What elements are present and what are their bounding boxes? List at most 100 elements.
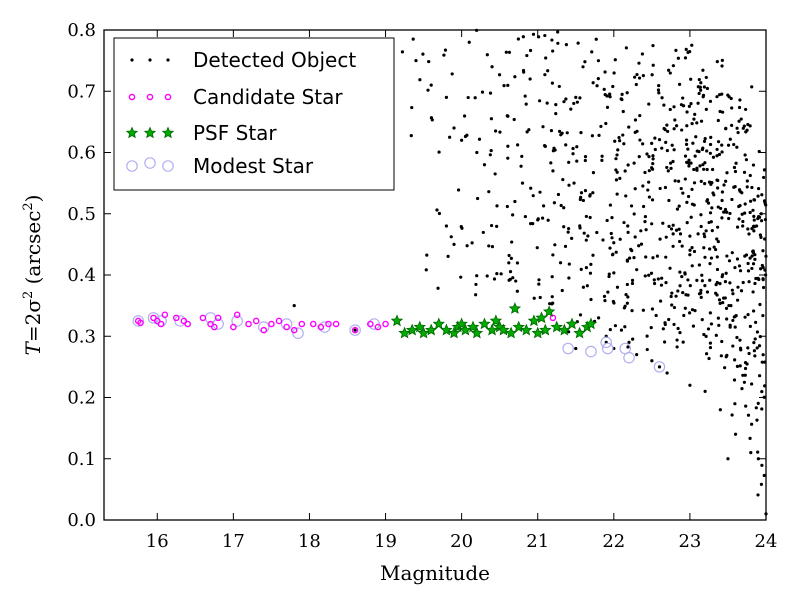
detected-object-background-point: [525, 130, 529, 134]
detected-object-background-point: [537, 282, 541, 286]
detected-object-background-point: [562, 206, 566, 210]
detected-object-background-point: [641, 142, 645, 146]
detected-object-background-point: [760, 407, 764, 411]
detected-object-background-point: [612, 241, 616, 245]
detected-object-background-point: [528, 48, 533, 53]
detected-object-background-point: [645, 334, 649, 338]
detected-object-background-point: [507, 253, 511, 258]
detected-object-background-point: [736, 130, 740, 135]
detected-object-background-point: [639, 242, 644, 246]
detected-object-background-point: [690, 43, 694, 47]
detected-object-background-point: [426, 88, 430, 92]
open-circle-point: [174, 315, 186, 327]
detected-object-background-point: [622, 306, 626, 310]
detected-object-background-point: [698, 164, 702, 168]
detected-object-background-point: [643, 170, 647, 175]
y-tick-label: 0.1: [67, 449, 96, 470]
detected-object-background-point: [488, 91, 493, 95]
detected-object-background-point: [661, 327, 665, 331]
detected-object-background-point: [563, 244, 568, 248]
detected-object-background-point: [733, 325, 737, 329]
detected-object-background-point: [691, 324, 696, 328]
detected-object-background-point: [488, 153, 492, 157]
star-point: [440, 323, 453, 336]
detected-object-background-point: [690, 122, 694, 126]
detected-object-background-point: [631, 337, 635, 341]
detected-object-background-point: [683, 306, 687, 310]
detected-object-background-point: [724, 355, 728, 359]
detected-object-background-point: [685, 221, 689, 225]
star-point: [413, 320, 427, 333]
detected-object-background-point: [699, 179, 703, 183]
star-point: [512, 320, 525, 333]
detected-object-background-point: [697, 77, 701, 82]
detected-object-background-point: [712, 245, 716, 249]
star-point: [485, 323, 499, 336]
detected-object-background-point: [552, 146, 556, 150]
detected-object-background-point: [743, 315, 747, 319]
open-circle-point: [585, 345, 597, 358]
detected-object-background-point: [730, 123, 734, 127]
small-circle-point: [268, 320, 275, 328]
dot-point: [452, 242, 456, 246]
x-tick-label: 16: [146, 531, 169, 552]
detected-object-background-point: [705, 198, 710, 202]
detected-object-background-point: [635, 268, 639, 272]
star-point: [527, 314, 541, 327]
detected-object-background-point: [699, 119, 704, 123]
detected-object-background-point: [625, 259, 630, 263]
detected-object-background-point: [671, 159, 675, 164]
detected-object-background-point: [557, 84, 561, 89]
detected-object-background-point: [689, 215, 693, 219]
detected-object-background-point: [524, 102, 528, 106]
detected-object-background-point: [437, 211, 442, 216]
detected-object-background-point: [544, 56, 548, 60]
detected-object-background-point: [650, 141, 654, 145]
detected-object-background-point: [410, 105, 414, 110]
detected-object-background-point: [726, 143, 731, 147]
detected-object-background-point: [625, 301, 629, 305]
detected-object-background-point: [608, 246, 612, 250]
open-circle-point: [562, 342, 574, 355]
detected-object-background-point: [752, 229, 756, 233]
detected-object-background-point: [687, 104, 692, 108]
detected-object-background-point: [697, 149, 701, 154]
detected-object-background-point: [710, 206, 714, 210]
detected-object-background-point: [730, 413, 734, 417]
detected-object-background-point: [674, 48, 678, 52]
detected-object-background-point: [761, 353, 765, 357]
detected-object-background-point: [731, 318, 735, 323]
detected-object-background-point: [735, 225, 740, 229]
y-tick-label: 0.0: [67, 510, 96, 531]
detected-object-background-point: [740, 191, 744, 195]
detected-object-background-point: [761, 313, 765, 318]
detected-object-background-point: [703, 234, 707, 239]
detected-object-background-point: [675, 207, 680, 211]
detected-object-background-point: [663, 128, 667, 132]
detected-object-background-point: [656, 277, 660, 281]
detected-object-background-point: [550, 38, 554, 42]
detected-object-background-point: [612, 71, 616, 75]
detected-object-background-point: [728, 281, 732, 285]
dot-point: [726, 457, 730, 461]
detected-object-background-point: [576, 41, 580, 45]
dot-point: [650, 359, 654, 363]
detected-object-background-point: [588, 194, 592, 198]
detected-object-background-point: [671, 223, 675, 227]
legend-small-circle-marker: [164, 93, 172, 101]
detected-object-background-point: [618, 139, 622, 143]
small-circle-point: [214, 314, 222, 322]
detected-object-background-point: [531, 32, 536, 36]
detected-object-background-point: [529, 186, 533, 190]
detected-object-background-point: [523, 214, 527, 219]
detected-object-background-point: [690, 264, 694, 268]
detected-object-background-point: [681, 191, 685, 195]
detected-object-background-point: [578, 197, 582, 202]
detected-object-background-point: [567, 276, 571, 280]
detected-object-background-point: [409, 134, 413, 138]
detected-object-background-point: [625, 91, 629, 95]
detected-object-background-point: [633, 118, 638, 122]
detected-object-background-point: [686, 194, 691, 199]
detected-object-background-point: [702, 85, 707, 89]
detected-object-background-point: [741, 280, 745, 285]
